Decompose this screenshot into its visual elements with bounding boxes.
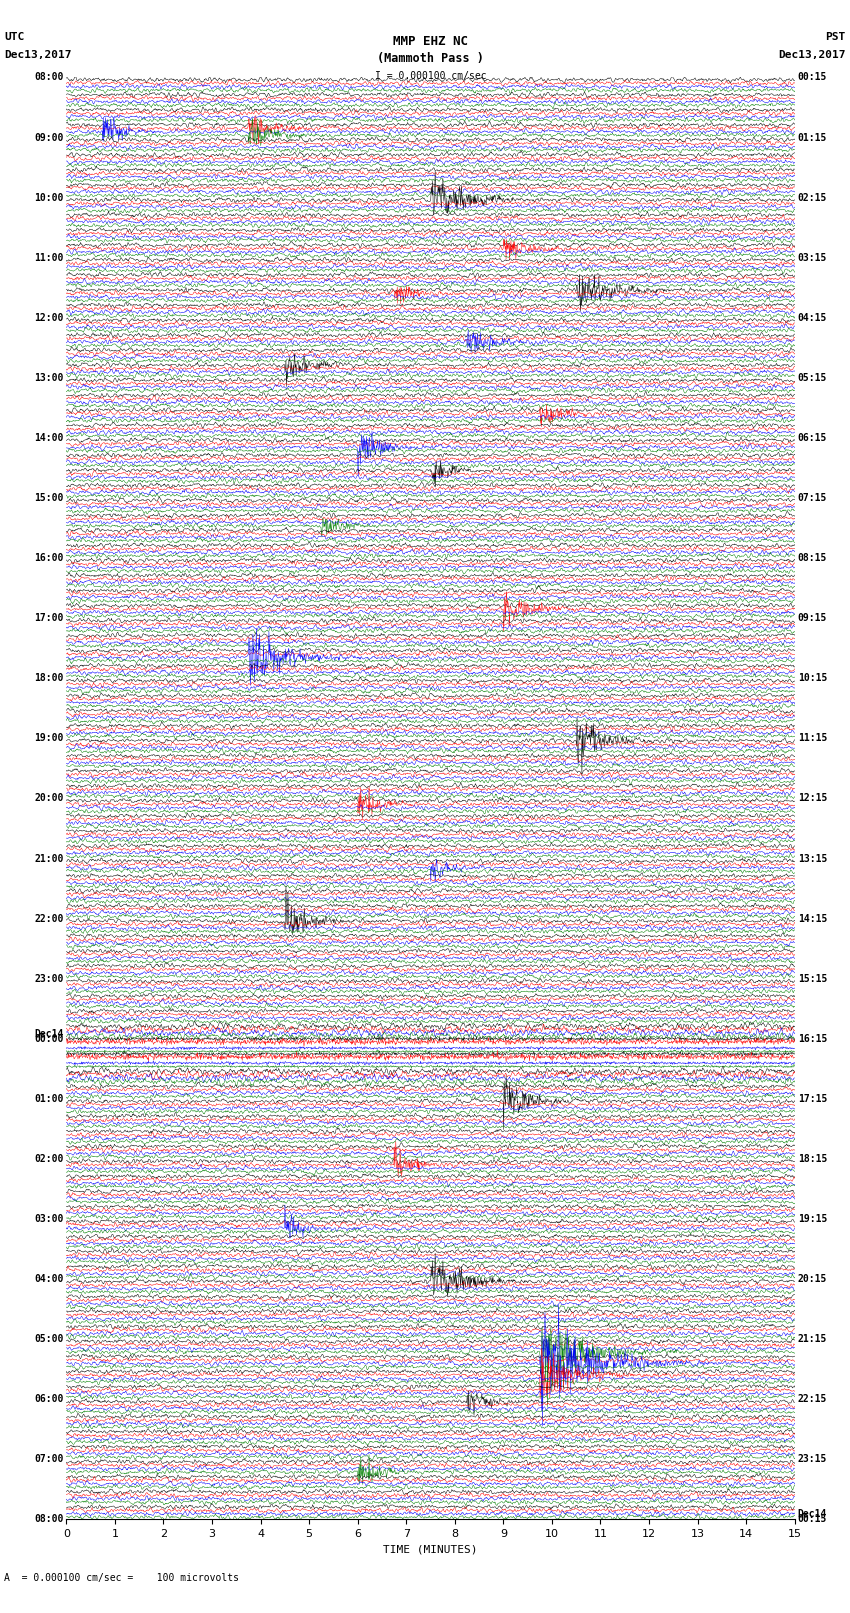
Text: 11:00: 11:00 [34, 253, 64, 263]
Text: 19:00: 19:00 [34, 734, 64, 744]
Text: 22:15: 22:15 [797, 1394, 827, 1405]
Text: Dec14: Dec14 [34, 1029, 64, 1039]
Text: 08:15: 08:15 [797, 553, 827, 563]
Text: 11:15: 11:15 [797, 734, 827, 744]
Text: 09:00: 09:00 [34, 132, 64, 142]
Text: 01:00: 01:00 [34, 1094, 64, 1103]
Text: 15:15: 15:15 [797, 974, 827, 984]
Text: 08:00: 08:00 [34, 73, 64, 82]
Text: 21:00: 21:00 [34, 853, 64, 863]
Text: 00:00: 00:00 [34, 1034, 64, 1044]
Text: 03:00: 03:00 [34, 1215, 64, 1224]
Text: 06:15: 06:15 [797, 432, 827, 444]
Text: 10:00: 10:00 [34, 192, 64, 203]
Text: 02:00: 02:00 [34, 1153, 64, 1165]
Text: I = 0.000100 cm/sec: I = 0.000100 cm/sec [375, 71, 486, 81]
Text: Dec13,2017: Dec13,2017 [4, 50, 71, 60]
Text: 05:15: 05:15 [797, 373, 827, 382]
Text: 18:15: 18:15 [797, 1153, 827, 1165]
Text: 07:15: 07:15 [797, 494, 827, 503]
Text: 17:15: 17:15 [797, 1094, 827, 1103]
Text: 16:00: 16:00 [34, 553, 64, 563]
Text: 00:15: 00:15 [797, 73, 827, 82]
Text: 22:00: 22:00 [34, 913, 64, 924]
Text: 06:00: 06:00 [34, 1394, 64, 1405]
Text: 02:15: 02:15 [797, 192, 827, 203]
Text: 15:00: 15:00 [34, 494, 64, 503]
Text: PST: PST [825, 32, 846, 42]
Text: 19:15: 19:15 [797, 1215, 827, 1224]
Text: 21:15: 21:15 [797, 1334, 827, 1344]
Text: 00:15: 00:15 [797, 1515, 827, 1524]
Text: 04:00: 04:00 [34, 1274, 64, 1284]
Text: Dec13,2017: Dec13,2017 [779, 50, 846, 60]
Text: Dec14: Dec14 [797, 1510, 827, 1519]
Text: 23:00: 23:00 [34, 974, 64, 984]
Text: (Mammoth Pass ): (Mammoth Pass ) [377, 52, 484, 66]
Text: 12:15: 12:15 [797, 794, 827, 803]
X-axis label: TIME (MINUTES): TIME (MINUTES) [383, 1545, 478, 1555]
Text: MMP EHZ NC: MMP EHZ NC [393, 34, 468, 48]
Text: 20:00: 20:00 [34, 794, 64, 803]
Text: 13:15: 13:15 [797, 853, 827, 863]
Text: 14:00: 14:00 [34, 432, 64, 444]
Text: 05:00: 05:00 [34, 1334, 64, 1344]
Text: 04:15: 04:15 [797, 313, 827, 323]
Text: A  = 0.000100 cm/sec =    100 microvolts: A = 0.000100 cm/sec = 100 microvolts [4, 1573, 239, 1582]
Text: 03:15: 03:15 [797, 253, 827, 263]
Text: 20:15: 20:15 [797, 1274, 827, 1284]
Text: 09:15: 09:15 [797, 613, 827, 623]
Text: 14:15: 14:15 [797, 913, 827, 924]
Text: 12:00: 12:00 [34, 313, 64, 323]
Text: 17:00: 17:00 [34, 613, 64, 623]
Text: 10:15: 10:15 [797, 673, 827, 684]
Text: 23:15: 23:15 [797, 1455, 827, 1465]
Text: 01:15: 01:15 [797, 132, 827, 142]
Text: 08:00: 08:00 [34, 1515, 64, 1524]
Text: 07:00: 07:00 [34, 1455, 64, 1465]
Text: 16:15: 16:15 [797, 1034, 827, 1044]
Text: 18:00: 18:00 [34, 673, 64, 684]
Text: 13:00: 13:00 [34, 373, 64, 382]
Text: UTC: UTC [4, 32, 25, 42]
